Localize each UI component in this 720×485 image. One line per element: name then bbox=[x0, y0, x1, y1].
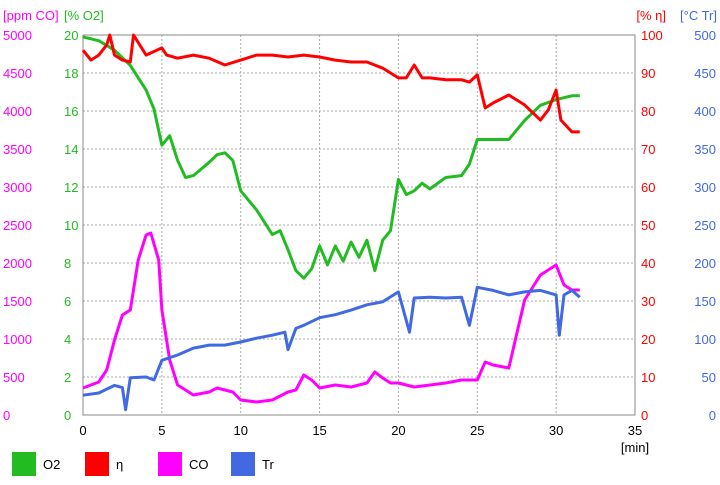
o2-tick-label: 14 bbox=[64, 142, 78, 157]
co-tick-label: 1000 bbox=[3, 332, 32, 347]
legend-label-co: CO bbox=[189, 457, 209, 472]
co-tick-label: 2500 bbox=[3, 218, 32, 233]
eta-tick-label: 10 bbox=[641, 370, 655, 385]
o2-tick-label: 2 bbox=[64, 370, 71, 385]
legend: O2 η CO Tr bbox=[12, 452, 274, 476]
o2-tick-label: 4 bbox=[64, 332, 71, 347]
co-tick-label: 3000 bbox=[3, 180, 32, 195]
o2-tick-label: 0 bbox=[64, 408, 71, 423]
tr-tick-label: 300 bbox=[694, 180, 716, 195]
eta-tick-label: 70 bbox=[641, 142, 655, 157]
tr-tick-label: 500 bbox=[694, 28, 716, 43]
x-tick-label: 35 bbox=[628, 423, 642, 438]
o2-tick-label: 12 bbox=[64, 180, 78, 195]
tr-tick-label: 50 bbox=[702, 370, 716, 385]
eta-tick-label: 30 bbox=[641, 294, 655, 309]
x-tick-label: 15 bbox=[312, 423, 326, 438]
co-axis-label: [ppm CO] bbox=[3, 8, 59, 23]
co-tick-label: 3500 bbox=[3, 142, 32, 157]
o2-tick-label: 6 bbox=[64, 294, 71, 309]
tr-tick-label: 100 bbox=[694, 332, 716, 347]
co-tick-label: 2000 bbox=[3, 256, 32, 271]
eta-tick-label: 90 bbox=[641, 66, 655, 81]
series-line-o2 bbox=[82, 35, 580, 280]
eta-tick-label: 80 bbox=[641, 104, 655, 119]
o2-tick-label: 10 bbox=[64, 218, 78, 233]
o2-tick-label: 16 bbox=[64, 104, 78, 119]
series-line-eta bbox=[81, 33, 580, 134]
tr-tick-label: 450 bbox=[694, 66, 716, 81]
legend-swatch-tr bbox=[231, 452, 255, 476]
series-line-co bbox=[82, 231, 580, 404]
x-tick-label: 25 bbox=[470, 423, 484, 438]
o2-axis-label: [% O2] bbox=[64, 8, 104, 23]
eta-tick-label: 50 bbox=[641, 218, 655, 233]
tr-tick-label: 150 bbox=[694, 294, 716, 309]
legend-label-eta: η bbox=[116, 457, 123, 472]
legend-swatch-co bbox=[158, 452, 182, 476]
legend-label-o2: O2 bbox=[43, 457, 60, 472]
series-lines bbox=[81, 33, 581, 412]
legend-swatch-o2 bbox=[12, 452, 36, 476]
tr-axis-label: [°C Tr] bbox=[680, 8, 717, 23]
eta-axis-label: [% η] bbox=[636, 8, 666, 23]
legend-swatch-eta bbox=[85, 452, 109, 476]
eta-tick-label: 60 bbox=[641, 180, 655, 195]
x-tick-label: 30 bbox=[549, 423, 563, 438]
eta-tick-label: 20 bbox=[641, 332, 655, 347]
eta-tick-label: 100 bbox=[641, 28, 663, 43]
co-tick-label: 0 bbox=[3, 408, 10, 423]
plot-frame bbox=[82, 34, 636, 416]
tick-labels: 0 5 10 15 20 25 30 35[min]050010001500200025003… bbox=[3, 8, 717, 455]
tr-tick-label: 250 bbox=[694, 218, 716, 233]
tr-tick-label: 0 bbox=[709, 408, 716, 423]
x-tick-label: 20 bbox=[391, 423, 405, 438]
co-tick-label: 5000 bbox=[3, 28, 32, 43]
co-tick-label: 500 bbox=[3, 370, 25, 385]
series-line-tr bbox=[82, 285, 581, 412]
o2-tick-label: 8 bbox=[64, 256, 71, 271]
co-tick-label: 4000 bbox=[3, 104, 32, 119]
x-tick-label: 10 bbox=[233, 423, 247, 438]
x-tick-label: 5 bbox=[158, 423, 165, 438]
x-tick-label: 0 bbox=[79, 423, 86, 438]
legend-label-tr: Tr bbox=[262, 457, 274, 472]
tr-tick-label: 400 bbox=[694, 104, 716, 119]
tr-tick-label: 200 bbox=[694, 256, 716, 271]
eta-tick-label: 0 bbox=[641, 408, 648, 423]
o2-tick-label: 20 bbox=[64, 28, 78, 43]
eta-tick-label: 40 bbox=[641, 256, 655, 271]
o2-tick-label: 18 bbox=[64, 66, 78, 81]
co-tick-label: 4500 bbox=[3, 66, 32, 81]
co-tick-label: 1500 bbox=[3, 294, 32, 309]
tr-tick-label: 350 bbox=[694, 142, 716, 157]
x-axis-label: [min] bbox=[621, 440, 649, 455]
